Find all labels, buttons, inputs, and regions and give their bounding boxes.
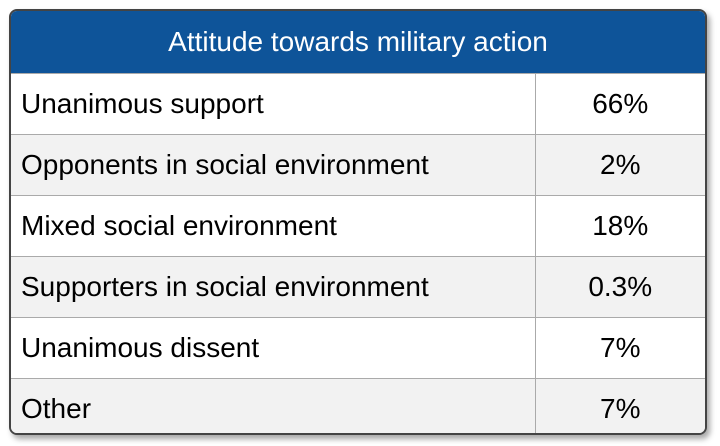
table-row: Unanimous support 66% (11, 73, 705, 135)
table-title: Attitude towards military action (11, 11, 705, 74)
row-label: Unanimous support (11, 73, 535, 135)
row-value: 66% (534, 73, 705, 135)
table-row: Supporters in social environment 0.3% (11, 256, 705, 318)
row-label: Supporters in social environment (11, 256, 535, 318)
row-value: 2% (534, 134, 705, 196)
row-value: 0.3% (534, 256, 705, 318)
table-frame: Attitude towards military action Unanimo… (9, 9, 707, 435)
row-label: Mixed social environment (11, 195, 535, 257)
row-label: Opponents in social environment (11, 134, 535, 196)
row-value: 7% (534, 378, 705, 433)
table-body: Unanimous support 66% Opponents in social … (11, 73, 705, 433)
table: Attitude towards military action Unanimo… (11, 11, 705, 433)
table-row: Unanimous dissent 7% (11, 317, 705, 379)
header-row: Attitude towards military action (11, 11, 705, 74)
row-label: Unanimous dissent (11, 317, 535, 379)
row-label: Other (11, 378, 535, 433)
row-value: 7% (534, 317, 705, 379)
table-row: Opponents in social environment 2% (11, 134, 705, 196)
table-row: Mixed social environment 18% (11, 195, 705, 257)
table-row: Other 7% (11, 378, 705, 433)
row-value: 18% (534, 195, 705, 257)
